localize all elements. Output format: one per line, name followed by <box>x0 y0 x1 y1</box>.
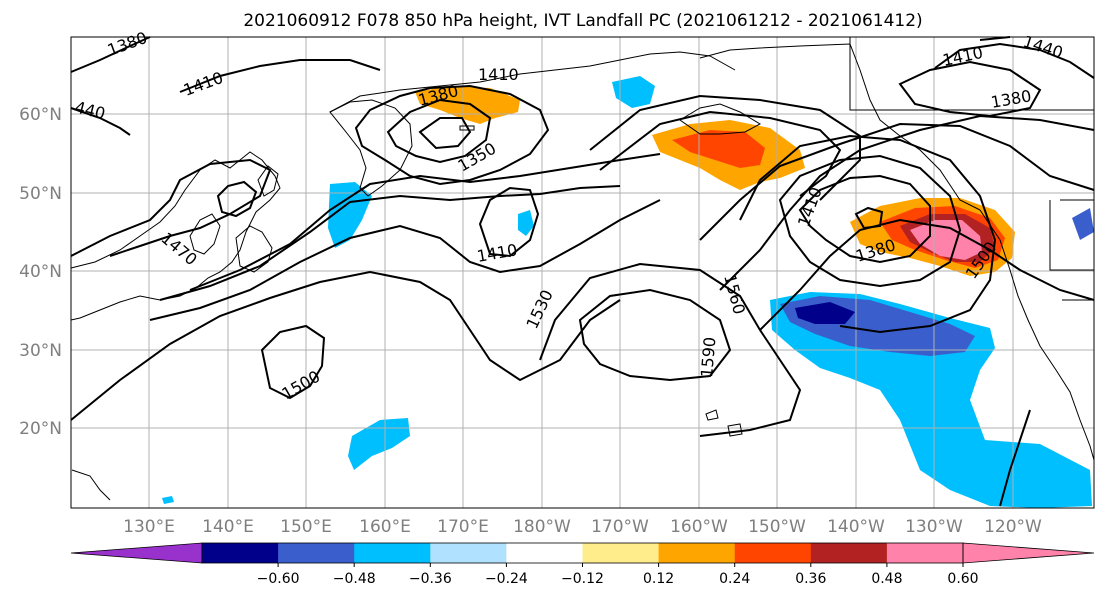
latitude-labels: 20°N 30°N 40°N 50°N 60°N <box>19 105 62 439</box>
lat-label: 60°N <box>19 105 62 125</box>
lon-label: 150°E <box>280 517 332 537</box>
colorbar-band <box>734 543 812 563</box>
colorbar-tick-label: −0.24 <box>485 571 528 587</box>
colorbar-band <box>278 543 355 563</box>
lon-label: 150°W <box>748 517 806 537</box>
lon-label: 180°W <box>513 517 571 537</box>
lat-label: 50°N <box>19 184 62 204</box>
colorbar-band <box>582 543 660 563</box>
colorbar-tick-label: −0.36 <box>409 571 452 587</box>
colorbar-band <box>658 543 736 563</box>
contour-label: 1590 <box>697 336 719 378</box>
lat-label: 30°N <box>19 341 62 361</box>
negative-anomaly-region <box>795 302 855 324</box>
colorbar-band <box>202 543 279 563</box>
lon-label: 140°E <box>202 517 254 537</box>
colorbar-band <box>430 543 507 563</box>
colorbar-tick-label: 0.24 <box>719 571 750 587</box>
negative-anomaly-region <box>328 182 372 248</box>
ivt-shading <box>162 76 1094 508</box>
negative-anomaly-region <box>162 496 174 504</box>
height-contours <box>70 36 1095 507</box>
lon-label: 160°E <box>359 517 411 537</box>
lon-label: 170°E <box>437 517 489 537</box>
colorbar-band <box>810 543 888 563</box>
negative-anomaly-region <box>612 76 655 108</box>
positive-anomaly-region <box>910 220 982 260</box>
colorbar-tick-label: −0.48 <box>333 571 376 587</box>
positive-anomaly-region <box>672 130 765 168</box>
negative-anomaly-region <box>348 418 410 470</box>
map-panel: 1380 1410 440 1410 1380 1350 1410 1410 1… <box>70 28 1095 509</box>
colorbar-tick-label: 0.12 <box>643 571 674 587</box>
colorbar-extension-high <box>962 542 1095 564</box>
map-frame <box>70 36 1095 509</box>
lon-label: 170°W <box>591 517 649 537</box>
colorbar-tick-label: 0.36 <box>795 571 826 587</box>
contour-label: 1410 <box>478 65 519 84</box>
lon-label: 120°W <box>984 517 1042 537</box>
lon-label: 130°E <box>123 517 175 537</box>
colorbar-tick-label: 0.60 <box>947 571 978 587</box>
negative-anomaly-region <box>1072 208 1094 240</box>
colorbar-tick-label: 0.48 <box>871 571 902 587</box>
figure-title: 2021060912 F078 850 hPa height, IVT Land… <box>243 11 922 31</box>
colorbar-tick-label: −0.12 <box>561 571 604 587</box>
lat-label: 20°N <box>19 419 62 439</box>
lon-label: 160°W <box>670 517 728 537</box>
colorbar-tick-label: −0.60 <box>257 571 300 587</box>
colorbar: −0.60 −0.48 −0.36 −0.24 −0.12 0.12 0.24 0.36 0.4… <box>70 542 1095 587</box>
colorbar-band <box>354 543 431 563</box>
colorbar-band <box>506 543 583 563</box>
colorbar-extension-low <box>70 542 203 564</box>
lon-label: 140°W <box>827 517 885 537</box>
lat-label: 40°N <box>19 262 62 282</box>
lon-label: 130°W <box>905 517 963 537</box>
longitude-labels: 130°E 140°E 150°E 160°E 170°E 180°W 170°… <box>123 517 1042 537</box>
colorbar-band <box>886 543 964 563</box>
negative-anomaly-region <box>518 210 534 236</box>
